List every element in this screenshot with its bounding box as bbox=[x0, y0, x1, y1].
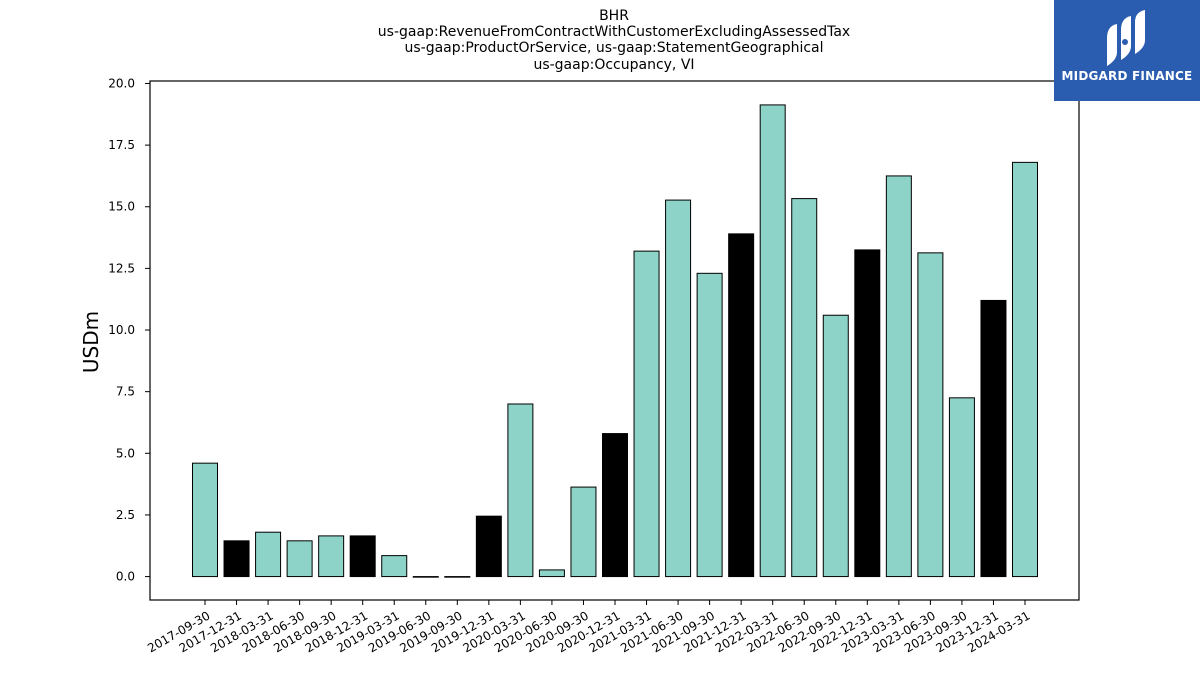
y-tick-label: 15.0 bbox=[108, 200, 135, 214]
y-tick-label: 7.5 bbox=[116, 385, 135, 399]
midgard-finance-logo: MIDGARD FINANCE bbox=[1054, 0, 1200, 101]
bar-2021-09-30 bbox=[696, 272, 723, 578]
plot-frame bbox=[149, 80, 1080, 601]
bar-2017-12-31 bbox=[223, 540, 250, 578]
chart-title-line-3: us-gaap:ProductOrService, us-gaap:Statem… bbox=[404, 40, 823, 56]
y-tick-label: 2.5 bbox=[116, 508, 135, 522]
bar-2023-12-31 bbox=[980, 299, 1007, 578]
y-axis: 0.0 2.5 5.0 7.5 10.0 12.5 15.0 17.5 20.0 bbox=[108, 76, 150, 584]
y-axis-label: USDm bbox=[79, 311, 103, 373]
bar-2024-03-31 bbox=[1012, 161, 1038, 578]
bars bbox=[192, 104, 1038, 578]
bar-2020-03-31 bbox=[507, 403, 534, 578]
bar-2020-12-31 bbox=[602, 433, 628, 578]
logo-text: MIDGARD FINANCE bbox=[1061, 69, 1193, 83]
bar-2018-03-31 bbox=[255, 531, 282, 578]
bar-2022-03-31 bbox=[759, 104, 786, 578]
bar-2018-09-30 bbox=[318, 535, 345, 578]
bar-2022-12-31 bbox=[854, 249, 881, 578]
bar-2021-12-31 bbox=[728, 233, 755, 578]
chart-title-line-2: us-gaap:RevenueFromContractWithCustomerE… bbox=[378, 24, 850, 40]
y-tick-label: 17.5 bbox=[108, 138, 135, 152]
chart-title-line-4: us-gaap:Occupancy, VI bbox=[533, 57, 694, 73]
x-axis: 2017-09-302017-12-312018-03-312018-06-30… bbox=[145, 600, 1033, 655]
y-tick-label: 10.0 bbox=[108, 323, 135, 337]
bar-2023-09-30 bbox=[948, 397, 975, 578]
bar-2017-09-30 bbox=[192, 462, 218, 578]
bar-2020-06-30 bbox=[538, 569, 565, 578]
bar-2019-03-31 bbox=[381, 555, 408, 578]
bar-2019-12-31 bbox=[475, 515, 502, 578]
bar-2020-09-30 bbox=[570, 486, 597, 578]
bar-2022-09-30 bbox=[822, 314, 849, 578]
y-tick-label: 0.0 bbox=[116, 570, 135, 584]
bar-2018-06-30 bbox=[286, 540, 313, 578]
bar-2023-06-30 bbox=[917, 252, 944, 578]
y-tick-label: 12.5 bbox=[108, 261, 135, 275]
y-tick-label: 20.0 bbox=[108, 76, 135, 90]
bar-2019-09-30 bbox=[444, 576, 471, 578]
chart-title: BHR us-gaap:RevenueFromContractWithCusto… bbox=[378, 8, 850, 73]
bar-2021-03-31 bbox=[633, 250, 660, 578]
bar-2019-06-30 bbox=[412, 576, 439, 578]
bar-2018-12-31 bbox=[349, 535, 376, 578]
bar-2023-03-31 bbox=[885, 175, 912, 578]
chart-title-line-1: BHR bbox=[599, 8, 629, 24]
bar-2022-06-30 bbox=[791, 198, 818, 578]
y-tick-label: 5.0 bbox=[116, 446, 135, 460]
bar-2021-06-30 bbox=[665, 199, 692, 578]
midgard-logo-icon bbox=[1107, 10, 1145, 66]
